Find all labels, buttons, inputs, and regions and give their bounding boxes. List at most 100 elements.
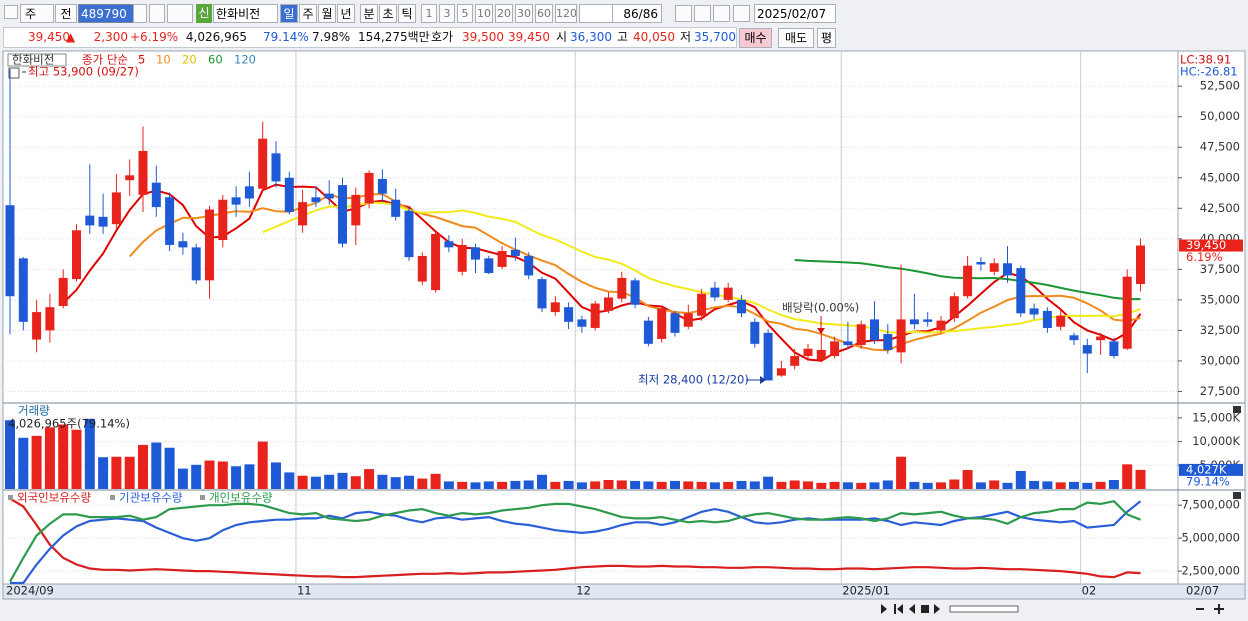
candle-body (165, 197, 175, 245)
period-button[interactable]: 월 (318, 4, 336, 23)
candle-body (151, 182, 161, 208)
volume-bar (271, 462, 281, 489)
candle-body (364, 172, 374, 204)
volume-bar (922, 482, 933, 489)
candle-body (883, 334, 893, 350)
search-button[interactable] (149, 4, 165, 23)
interval-button[interactable]: 30 (515, 4, 533, 23)
zoom-out[interactable] (1196, 608, 1204, 610)
code-input[interactable]: 489790 (78, 4, 138, 23)
calendar-icon[interactable] (8, 67, 20, 79)
candle-body (72, 230, 81, 280)
volume-bar (124, 456, 135, 489)
candle-body (843, 341, 853, 346)
candle-body (125, 175, 135, 181)
scroll-start[interactable] (894, 604, 896, 614)
volume-bar (98, 457, 109, 489)
candle-body (271, 153, 281, 182)
interval-button[interactable]: 5 (457, 4, 473, 23)
candle-body (231, 197, 241, 205)
interval-button[interactable]: 10 (475, 4, 493, 23)
code-dropdown[interactable] (133, 4, 147, 23)
candle-body (1069, 335, 1079, 341)
interval-button[interactable]: 20 (495, 4, 513, 23)
play[interactable] (934, 604, 940, 614)
sell-button[interactable]: 매도 (778, 28, 814, 48)
last-price-box (1179, 239, 1243, 252)
quote-low-label: 저 (680, 30, 692, 44)
period-button[interactable]: 일 (280, 4, 298, 23)
candle-body (45, 307, 55, 331)
volume-bar (337, 472, 348, 489)
scroll-back[interactable] (909, 604, 915, 614)
market-select[interactable]: 주 (20, 4, 54, 23)
quote-change-pct: +6.19% (130, 30, 179, 44)
tool-icon[interactable] (694, 5, 711, 22)
volume-bar (191, 464, 202, 489)
candle-body (484, 258, 494, 274)
candle-body (1042, 310, 1052, 328)
volume-bar (856, 482, 867, 489)
period-button[interactable]: 주 (299, 4, 317, 23)
zoom-slider[interactable] (949, 605, 1019, 613)
volume-bar (989, 480, 1000, 489)
tool-icon[interactable] (713, 5, 730, 22)
volume-bar (18, 437, 29, 489)
interval-button[interactable]: 3 (439, 4, 455, 23)
stop[interactable] (921, 605, 929, 613)
stock-name[interactable]: 한화비전 (213, 4, 278, 23)
volume-bar (284, 472, 295, 489)
avg-button[interactable]: 평 (817, 28, 836, 48)
annotation-arrowhead (817, 328, 825, 334)
scroll-controls[interactable] (881, 604, 1224, 614)
scope-select[interactable]: 전 (55, 4, 77, 23)
interval-button[interactable]: 120 (555, 4, 577, 23)
scroll-bar (3, 600, 1245, 618)
legend-label: 기관보유수량 (119, 491, 183, 505)
candle-body (85, 215, 95, 226)
x-tick-label: 11 (297, 584, 312, 598)
buy-button[interactable]: 매수 (739, 28, 772, 48)
volume-bar (457, 481, 468, 489)
scroll-right[interactable] (881, 604, 887, 614)
candle-body (404, 210, 414, 258)
x-end-label: 02/07 (1186, 584, 1219, 598)
candle-body (550, 302, 560, 313)
last-price-label: 39,450 (1186, 238, 1226, 252)
y-tick-label: 2,500,000 (1181, 564, 1240, 578)
candle-body (524, 255, 534, 276)
candle-body (949, 296, 959, 319)
volume-bar (869, 482, 880, 489)
scroll-start-arrow[interactable] (897, 604, 903, 614)
candle-body (710, 287, 720, 298)
candle-body (683, 313, 693, 327)
volume-bar (5, 420, 15, 489)
volume-bar (470, 482, 481, 489)
period-button[interactable]: 틱 (398, 4, 416, 23)
date-input[interactable]: 2025/02/07 (754, 4, 836, 23)
tool-icon[interactable] (675, 5, 692, 22)
candle-body (377, 178, 387, 194)
period-button[interactable]: 분 (360, 4, 378, 23)
volume-bar (44, 427, 55, 489)
interval-button[interactable]: 1 (421, 4, 437, 23)
volume-bar (257, 441, 268, 489)
menu-icon[interactable] (4, 5, 18, 19)
tool-icon[interactable] (733, 5, 750, 22)
volume-bar (603, 479, 614, 489)
volume-bar (975, 482, 986, 489)
period-button[interactable]: 초 (379, 4, 397, 23)
sound-button[interactable] (167, 4, 193, 23)
volume-bar (71, 429, 82, 489)
volume-bar (1082, 482, 1093, 489)
period-button[interactable]: 년 (337, 4, 355, 23)
candle-body (776, 368, 786, 376)
last-pct-label: 6.19% (1186, 250, 1223, 264)
volume-bar (962, 470, 973, 489)
volume-bar (656, 481, 667, 489)
candle-body (497, 251, 507, 267)
interval-button[interactable]: 60 (535, 4, 553, 23)
volume-bar (537, 474, 547, 489)
zoom-in-v[interactable] (1218, 604, 1220, 614)
candle-body (750, 321, 760, 344)
